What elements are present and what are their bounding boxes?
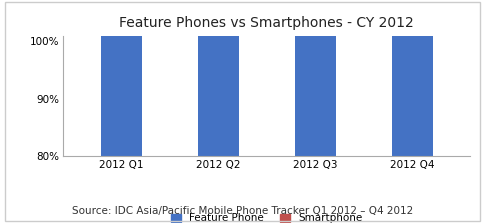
Text: Source: IDC Asia/Pacific Mobile Phone Tracker Q1 2012 – Q4 2012: Source: IDC Asia/Pacific Mobile Phone Tr… [72, 206, 412, 216]
Legend: Feature Phone, Smartphone: Feature Phone, Smartphone [168, 211, 364, 223]
Bar [101, 0, 141, 156]
Title: Feature Phones vs Smartphones - CY 2012: Feature Phones vs Smartphones - CY 2012 [119, 16, 413, 30]
Bar [197, 0, 238, 156]
Bar [391, 0, 432, 156]
Bar [294, 0, 335, 156]
